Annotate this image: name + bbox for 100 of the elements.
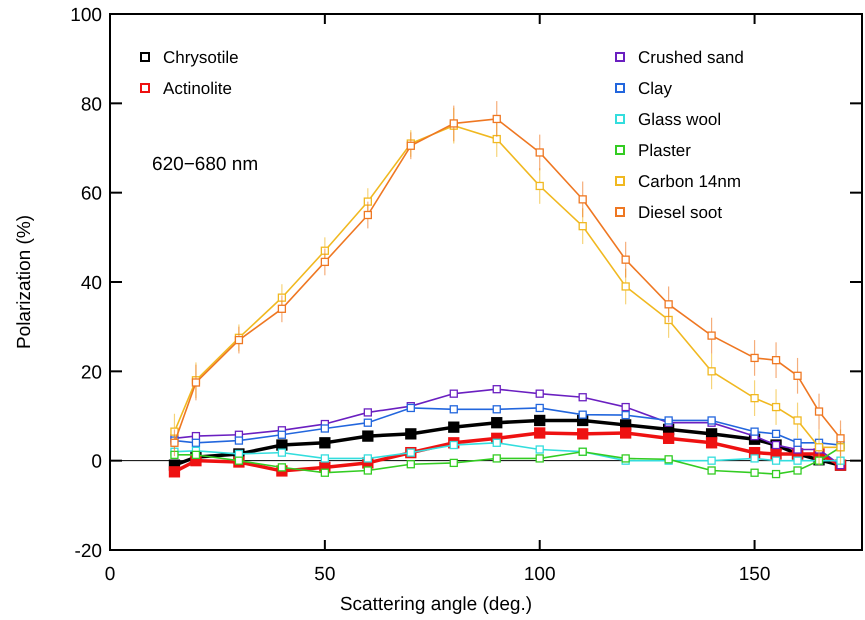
point [450, 119, 458, 128]
point [234, 336, 244, 344]
point [772, 470, 780, 478]
point [320, 258, 330, 266]
point [664, 300, 673, 308]
point [450, 440, 458, 450]
y-tick-label: 100 [70, 5, 102, 26]
x-tick-label: 100 [524, 564, 556, 585]
point [622, 402, 630, 412]
point [536, 148, 544, 157]
point [320, 468, 330, 477]
point [320, 246, 330, 255]
point [664, 316, 673, 324]
point [793, 456, 802, 465]
point [492, 454, 501, 463]
point [492, 385, 501, 394]
point [772, 430, 780, 438]
y-tick-label: 40 [80, 273, 102, 294]
point [707, 367, 716, 376]
point [406, 460, 415, 468]
point [750, 394, 759, 402]
point [450, 458, 458, 468]
point [707, 466, 716, 475]
point [622, 454, 630, 463]
point [450, 405, 458, 414]
point [536, 390, 544, 398]
point [750, 468, 759, 477]
point [364, 210, 372, 220]
point [234, 456, 244, 465]
y-tick-label: 0 [91, 452, 102, 473]
point [278, 293, 286, 302]
point [536, 454, 544, 463]
point [750, 427, 759, 436]
point [577, 428, 588, 440]
y-tick-label: 80 [80, 94, 102, 116]
point [364, 466, 372, 475]
point [620, 427, 632, 439]
point [772, 456, 780, 465]
point [492, 114, 501, 124]
point [750, 354, 759, 362]
y-tick-label: -20 [74, 541, 102, 562]
point [578, 410, 587, 419]
y-tick-label: 60 [80, 184, 102, 205]
point [192, 378, 200, 387]
point [793, 466, 802, 475]
legend-label: Plaster [638, 141, 692, 160]
point [534, 414, 546, 426]
point [622, 282, 630, 291]
point [814, 407, 824, 416]
point [364, 454, 372, 463]
point [578, 222, 587, 230]
point [320, 424, 330, 433]
point [168, 466, 180, 478]
point [492, 405, 501, 414]
point [170, 450, 179, 460]
point [622, 410, 630, 420]
point [536, 445, 544, 454]
point [234, 436, 244, 445]
point [707, 331, 716, 340]
point [536, 182, 544, 190]
annotation: 620−680 nm [152, 154, 258, 175]
legend-label: Carbon 14nm [638, 172, 742, 191]
point [448, 422, 460, 433]
x-axis-title: Scattering angle (deg.) [340, 594, 532, 615]
point [772, 402, 780, 412]
point [814, 443, 824, 452]
legend-label: Crushed sand [638, 48, 744, 67]
y-axis-title: Polarization (%) [14, 214, 35, 350]
point [836, 456, 845, 465]
legend-label: Actinolite [163, 79, 232, 98]
point [278, 430, 286, 439]
point [622, 256, 630, 264]
point [278, 463, 286, 472]
point [192, 438, 200, 447]
point [278, 304, 286, 313]
point [405, 428, 416, 440]
point [492, 134, 501, 144]
point [836, 434, 845, 442]
point [662, 432, 674, 444]
point [362, 430, 374, 442]
x-tick-label: 0 [104, 564, 116, 585]
legend-label: Diesel soot [638, 203, 722, 222]
point [707, 456, 716, 465]
x-tick-label: 150 [738, 564, 770, 585]
legend-label: Chrysotile [163, 48, 239, 67]
point [578, 195, 587, 204]
point [192, 450, 200, 460]
point [278, 448, 286, 457]
legend-label: Glass wool [638, 110, 722, 129]
point [406, 142, 415, 150]
point [319, 437, 331, 448]
point [750, 454, 759, 463]
legend-label: Clay [638, 79, 673, 98]
y-tick-label: 20 [80, 362, 102, 384]
point [364, 197, 372, 206]
point [534, 427, 546, 439]
point [364, 408, 372, 417]
point [772, 356, 780, 364]
point [536, 404, 544, 412]
point [793, 416, 802, 425]
